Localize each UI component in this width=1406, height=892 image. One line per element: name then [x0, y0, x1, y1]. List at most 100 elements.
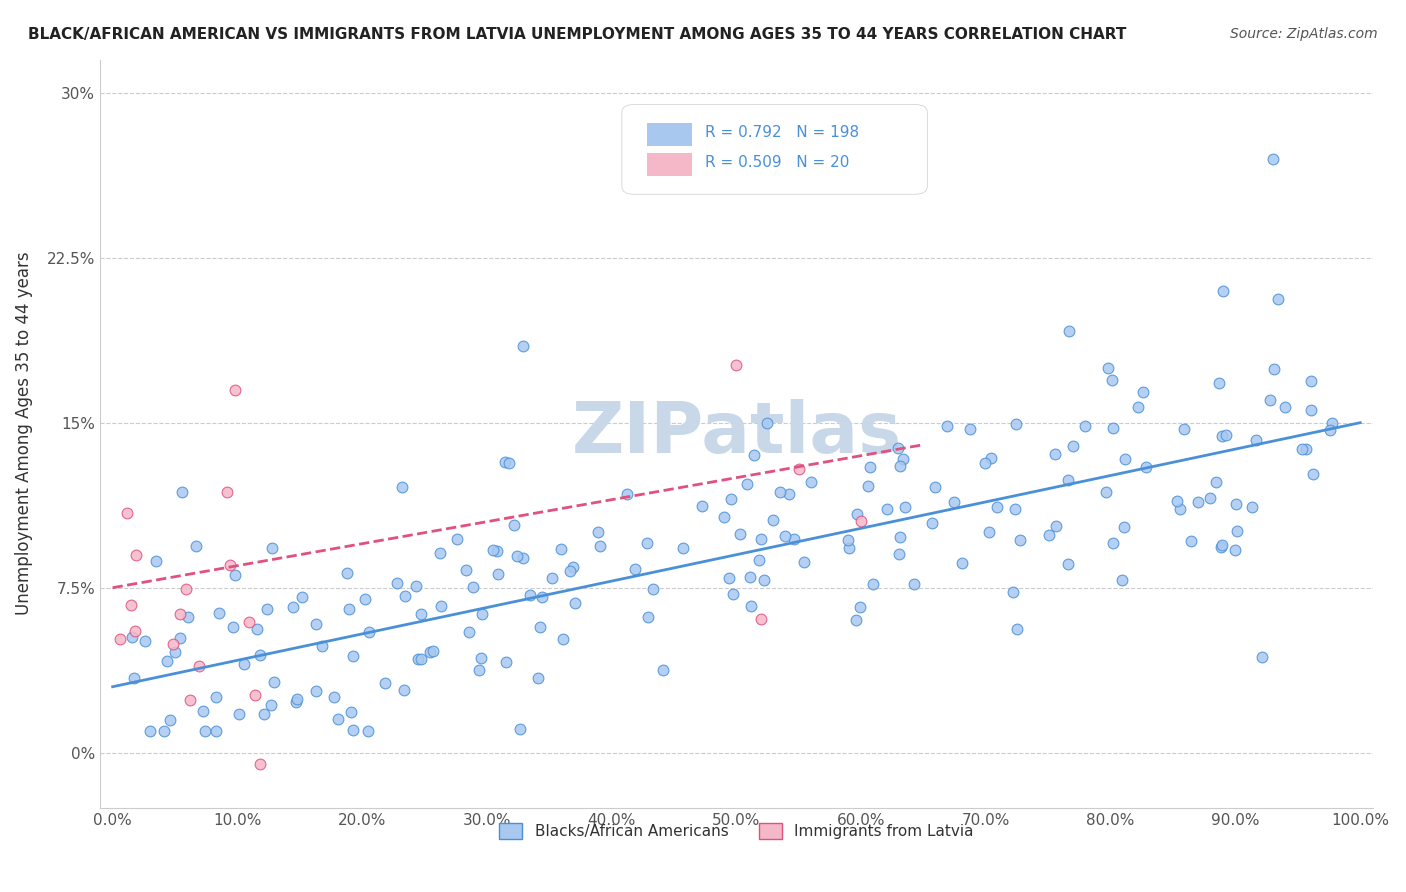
Point [1226, 524, 1249, 538]
Point [512, 338, 534, 352]
Point [124, 624, 146, 638]
Point [287, 691, 309, 706]
Point [506, 549, 529, 563]
Point [174, 582, 197, 596]
Point [529, 620, 551, 634]
Point [486, 567, 509, 582]
Point [1299, 374, 1322, 388]
Point [942, 495, 965, 509]
FancyBboxPatch shape [647, 153, 692, 176]
Point [1005, 622, 1028, 636]
Point [959, 422, 981, 436]
Point [541, 571, 564, 585]
Point [1295, 442, 1317, 456]
Point [1187, 495, 1209, 509]
Point [527, 672, 550, 686]
Point [482, 543, 505, 558]
Point [305, 617, 328, 632]
Point [215, 484, 238, 499]
Point [921, 516, 943, 530]
Point [337, 602, 360, 616]
Point [887, 441, 910, 455]
Point [849, 600, 872, 615]
Point [134, 633, 156, 648]
Text: Source: ZipAtlas.com: Source: ZipAtlas.com [1230, 27, 1378, 41]
Point [1261, 152, 1284, 166]
Point [519, 589, 541, 603]
Point [1166, 494, 1188, 508]
Point [184, 539, 207, 553]
Point [1211, 429, 1233, 443]
Point [1212, 284, 1234, 298]
Point [429, 546, 451, 560]
Point [672, 541, 695, 555]
Point [1074, 419, 1097, 434]
Point [391, 480, 413, 494]
Point [793, 555, 815, 569]
Point [636, 536, 658, 550]
Point [762, 513, 785, 527]
Point [1180, 533, 1202, 548]
Point [145, 554, 167, 568]
Point [246, 623, 269, 637]
Point [876, 501, 898, 516]
Point [717, 571, 740, 585]
Point [1056, 557, 1078, 571]
Point [1260, 393, 1282, 408]
Point [1263, 362, 1285, 376]
Point [1114, 520, 1136, 534]
Point [1319, 424, 1341, 438]
Point [562, 559, 585, 574]
Point [219, 558, 242, 573]
Point [787, 462, 810, 476]
Point [837, 533, 859, 547]
Point [720, 492, 742, 507]
Point [419, 644, 441, 658]
Point [457, 625, 479, 640]
Point [1211, 538, 1233, 552]
Point [849, 514, 872, 528]
Point [385, 575, 408, 590]
Point [169, 632, 191, 646]
Point [1135, 459, 1157, 474]
Point [208, 606, 231, 620]
Point [1045, 447, 1067, 461]
Point [422, 644, 444, 658]
Point [1205, 475, 1227, 490]
Point [322, 690, 344, 704]
Point [1038, 528, 1060, 542]
Point [152, 723, 174, 738]
Point [1225, 497, 1247, 511]
Point [353, 592, 375, 607]
Point [342, 723, 364, 738]
Point [156, 654, 179, 668]
Point [249, 756, 271, 771]
Point [1302, 467, 1324, 481]
Point [139, 723, 162, 738]
Point [1057, 473, 1080, 487]
Point [713, 510, 735, 524]
Point [1111, 573, 1133, 587]
Point [979, 525, 1001, 540]
Text: BLACK/AFRICAN AMERICAN VS IMMIGRANTS FROM LATVIA UNEMPLOYMENT AMONG AGES 35 TO 4: BLACK/AFRICAN AMERICAN VS IMMIGRANTS FRO… [28, 27, 1126, 42]
Point [305, 684, 328, 698]
Point [1132, 385, 1154, 400]
Point [357, 723, 380, 738]
Point [188, 658, 211, 673]
Point [624, 561, 647, 575]
Point [738, 570, 761, 584]
Point [1004, 502, 1026, 516]
Point [191, 704, 214, 718]
Point [253, 706, 276, 721]
Point [204, 723, 226, 738]
FancyBboxPatch shape [647, 123, 692, 145]
Point [392, 682, 415, 697]
Point [406, 652, 429, 666]
Point [430, 599, 453, 613]
Legend: Blacks/African Americans, Immigrants from Latvia: Blacks/African Americans, Immigrants fro… [494, 817, 980, 845]
Point [924, 480, 946, 494]
Point [728, 526, 751, 541]
Point [311, 640, 333, 654]
Point [1101, 373, 1123, 387]
Point [463, 580, 485, 594]
